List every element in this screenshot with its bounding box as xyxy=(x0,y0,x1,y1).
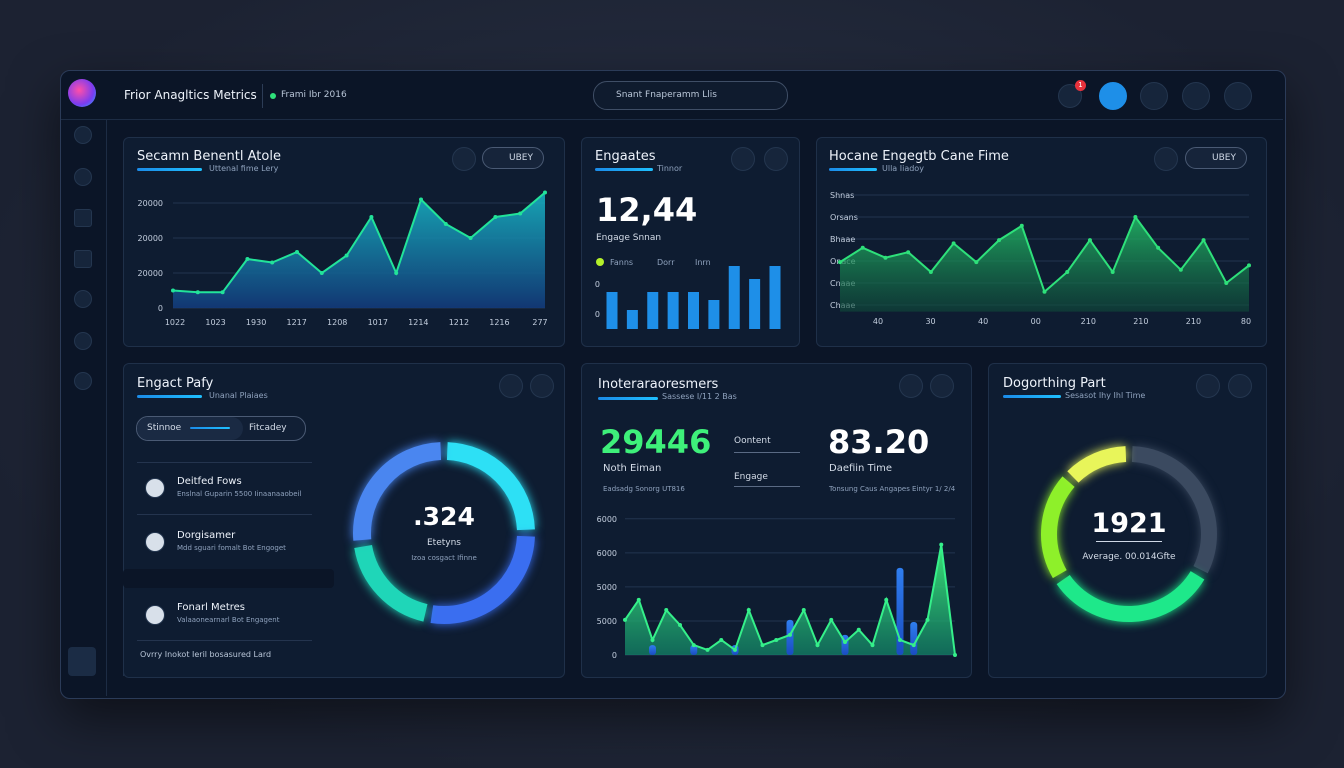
header-date: Frami Ibr 2016 xyxy=(281,90,347,100)
tab[interactable]: Oontent xyxy=(734,436,771,446)
panel xyxy=(988,363,1267,678)
panel-subtitle: Unanal Plaiaes xyxy=(209,391,268,400)
legend-dot xyxy=(596,258,604,266)
donut-value: .324 xyxy=(413,502,475,531)
nav-icon[interactable] xyxy=(74,290,92,308)
donut-caption: Izoa cosgact Ifinne xyxy=(411,554,477,562)
settings-button[interactable] xyxy=(1182,82,1210,110)
toggle-indicator xyxy=(190,427,230,429)
panel xyxy=(581,363,972,678)
item-title: Fonarl Metres xyxy=(177,602,246,613)
share-button[interactable] xyxy=(1140,82,1168,110)
title-underline xyxy=(829,168,877,171)
nav-icon[interactable] xyxy=(74,168,92,186)
panel-icon[interactable] xyxy=(452,147,476,171)
status-dot xyxy=(270,93,276,99)
panel-button[interactable]: UBEY xyxy=(1185,147,1247,169)
panel-subtitle: Tinnor xyxy=(657,164,683,173)
panel-subtitle: Ulla Iiadoy xyxy=(882,164,924,173)
donut-value: 1921 xyxy=(1091,508,1167,539)
notification-badge: 1 xyxy=(1075,80,1086,91)
divider xyxy=(137,462,312,463)
panel-subtitle: Sassese I/11 2 Bas xyxy=(662,392,737,401)
metric-note: Tonsung Caus Angapes Eintyr 1/ 2/4 xyxy=(829,485,956,493)
panel-title: Dogorthing Part xyxy=(1003,376,1106,391)
panel-icon[interactable] xyxy=(499,374,523,398)
panel xyxy=(123,363,565,678)
metric-note: Eadsadg Sonorg UT816 xyxy=(603,485,685,493)
title-underline xyxy=(1003,395,1061,398)
toggle-option[interactable]: Stinnoe xyxy=(147,423,182,433)
panel-icon[interactable] xyxy=(899,374,923,398)
toggle-option[interactable]: Fitcadey xyxy=(249,423,287,433)
title-underline xyxy=(595,168,653,171)
panel-subtitle: Sesasot Ihy Ihl Time xyxy=(1065,391,1146,400)
legend-label: Fanns xyxy=(610,258,634,267)
item-text: Mdd sguari fomalt Bot Engoget xyxy=(177,544,286,552)
app-title: Frior Anagltics Metrics xyxy=(124,88,257,102)
metric-value: 29446 xyxy=(600,423,712,461)
header-divider xyxy=(61,119,1283,120)
item-title: Dorgisamer xyxy=(177,530,236,541)
item-text: Enslnal Guparin 5500 Iinaanaaobeil xyxy=(177,490,302,498)
panel-icon[interactable] xyxy=(1228,374,1252,398)
profile-button[interactable] xyxy=(1224,82,1252,110)
separator xyxy=(123,588,124,676)
metric-label: Daefiin Time xyxy=(829,463,893,474)
metric-value: 83.20 xyxy=(828,423,930,461)
legend-label: Dorr xyxy=(657,258,675,267)
legend-label: Inrn xyxy=(695,258,711,267)
panel-title: Engact Pafy xyxy=(137,376,214,391)
item-text: Valaaonearnarl Bot Engagent xyxy=(177,616,280,624)
action-button[interactable] xyxy=(1099,82,1127,110)
panel-icon[interactable] xyxy=(764,147,788,171)
logo[interactable] xyxy=(68,79,96,107)
search-box[interactable] xyxy=(593,81,788,110)
title-underline xyxy=(137,168,202,171)
title-underline xyxy=(137,395,202,398)
divider xyxy=(137,640,312,641)
metric-value: 12,44 xyxy=(596,191,698,229)
donut-label: Etetyns xyxy=(426,538,461,548)
nav-icon[interactable] xyxy=(74,250,92,268)
donut-label: Average. 00.014Gfte xyxy=(1082,552,1176,562)
panel-subtitle: Uttenal fime Lery xyxy=(209,164,279,173)
panel-title: Secamn Benentl Atole xyxy=(137,149,281,164)
title-divider xyxy=(262,84,263,108)
panel-icon[interactable] xyxy=(530,374,554,398)
sidebar-divider xyxy=(106,120,107,696)
item-title: Deitfed Fows xyxy=(177,476,242,487)
panel-icon[interactable] xyxy=(930,374,954,398)
item-icon[interactable] xyxy=(145,532,165,552)
panel-title: Engaates xyxy=(595,149,656,164)
nav-icon[interactable] xyxy=(74,126,92,144)
nav-icon[interactable] xyxy=(74,332,92,350)
panel-button[interactable]: UBEY xyxy=(482,147,544,169)
separator xyxy=(123,569,334,588)
donut-divider xyxy=(1096,541,1162,542)
metric-label: Noth Eiman xyxy=(603,463,662,474)
item-icon[interactable] xyxy=(145,605,165,625)
tab-underline xyxy=(734,486,800,487)
panel-icon[interactable] xyxy=(1154,147,1178,171)
item-icon[interactable] xyxy=(145,478,165,498)
nav-icon[interactable] xyxy=(74,372,92,390)
tab-underline xyxy=(734,452,800,453)
panel-title: Inoteraraoresmers xyxy=(598,377,719,392)
panel-icon[interactable] xyxy=(1196,374,1220,398)
divider xyxy=(137,514,312,515)
search-placeholder: Snant Fnaperamm Llis xyxy=(616,90,717,100)
panel-icon[interactable] xyxy=(731,147,755,171)
metric-label: Engage Snnan xyxy=(596,233,662,243)
title-underline xyxy=(598,397,658,400)
nav-icon[interactable] xyxy=(74,209,92,227)
tab[interactable]: Engage xyxy=(734,472,768,482)
panel-title: Hocane Engegtb Cane Fime xyxy=(829,149,1009,164)
footer-text: Ovrry Inokot Ieril bosasured Lard xyxy=(140,650,272,659)
menu-button[interactable] xyxy=(68,647,96,676)
